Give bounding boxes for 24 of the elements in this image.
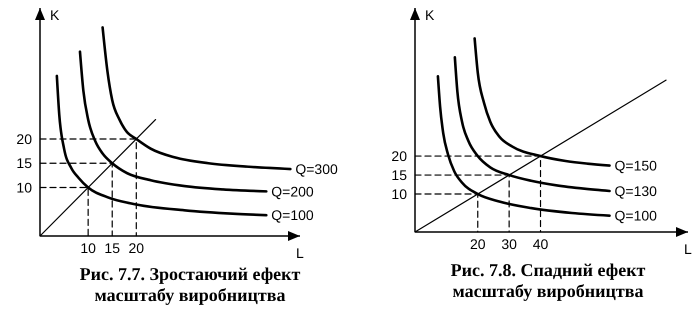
- y-tick-label: 20: [391, 148, 408, 164]
- text: Рис. 7.7. Зростаючий ефект масштабу виробництва: [80, 264, 301, 305]
- y-tick-label: 15: [391, 167, 408, 184]
- y-tick-label: 10: [16, 179, 32, 196]
- series-label: Q=100: [271, 207, 314, 224]
- text: Рис. 7.8. Спадний ефект масштабу виробництва: [450, 260, 646, 301]
- y-axis-title: K: [50, 7, 60, 23]
- x-tick-label: 15: [104, 240, 120, 256]
- x-axis-title: L: [684, 241, 692, 257]
- x-tick-label: 30: [501, 236, 518, 252]
- y-tick-label: 10: [391, 186, 408, 202]
- series-label: Q=150: [614, 158, 658, 174]
- series-label: Q=100: [614, 208, 658, 224]
- y-tick-label: 15: [16, 155, 32, 172]
- series-label: Q=130: [614, 182, 658, 199]
- x-tick-label: 20: [470, 236, 486, 252]
- x-tick-label: 20: [128, 240, 144, 256]
- y-tick-label: 20: [16, 130, 32, 147]
- x-tick-label: 10: [80, 240, 96, 256]
- x-tick-label: 40: [532, 236, 549, 252]
- series-label: Q=300: [295, 161, 338, 178]
- x-axis-title: L: [296, 245, 304, 261]
- y-axis-title: K: [425, 7, 435, 23]
- series-label: Q=200: [271, 183, 314, 200]
